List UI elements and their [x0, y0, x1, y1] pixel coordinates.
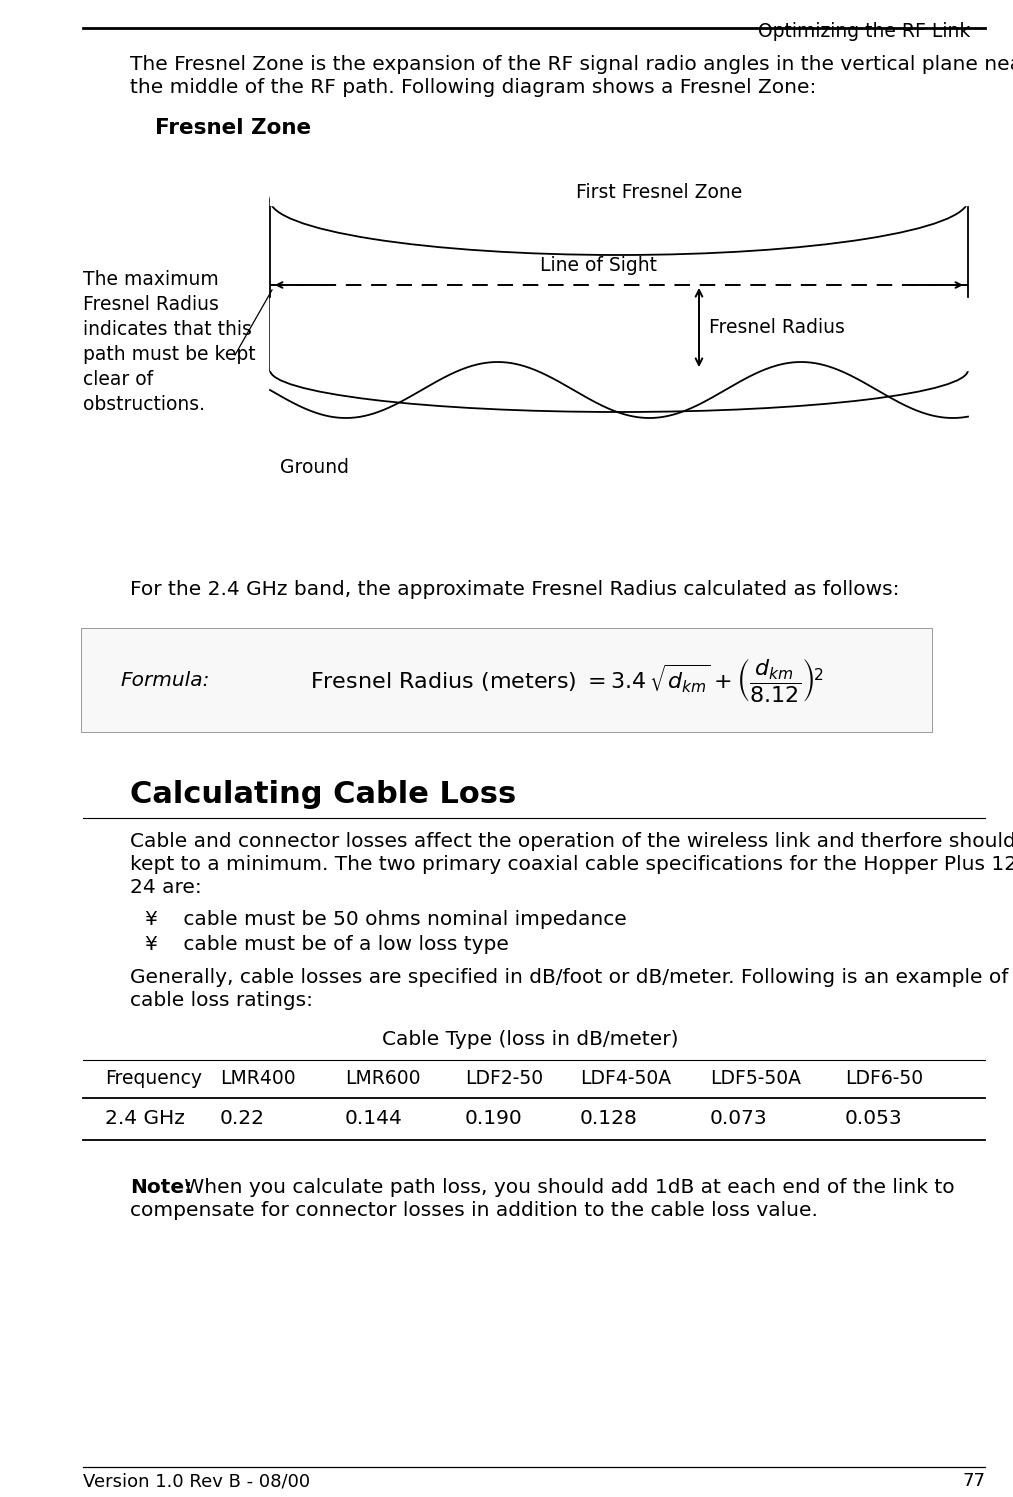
Text: the middle of the RF path. Following diagram shows a Fresnel Zone:: the middle of the RF path. Following dia…	[130, 78, 816, 97]
Text: 0.128: 0.128	[580, 1109, 638, 1129]
Text: 0.190: 0.190	[465, 1109, 523, 1129]
Text: Optimizing the RF Link: Optimizing the RF Link	[758, 22, 970, 40]
Text: The Fresnel Zone is the expansion of the RF signal radio angles in the vertical : The Fresnel Zone is the expansion of the…	[130, 55, 1013, 73]
Text: 0.144: 0.144	[345, 1109, 403, 1129]
Text: ¥    cable must be of a low loss type: ¥ cable must be of a low loss type	[145, 936, 509, 954]
Text: Formula:: Formula:	[120, 671, 210, 690]
Text: 0.22: 0.22	[220, 1109, 265, 1129]
Text: ¥    cable must be 50 ohms nominal impedance: ¥ cable must be 50 ohms nominal impedanc…	[145, 910, 627, 930]
Text: 24 are:: 24 are:	[130, 879, 202, 897]
Text: LDF2-50: LDF2-50	[465, 1069, 543, 1088]
Text: Ground: Ground	[280, 458, 349, 478]
Text: 77: 77	[962, 1472, 985, 1490]
Text: LMR600: LMR600	[345, 1069, 420, 1088]
Bar	[270, 298, 968, 370]
Text: cable loss ratings:: cable loss ratings:	[130, 991, 313, 1010]
Text: Line of Sight: Line of Sight	[541, 256, 657, 275]
Text: kept to a minimum. The two primary coaxial cable specifications for the Hopper P: kept to a minimum. The two primary coaxi…	[130, 855, 1013, 874]
Text: 0.053: 0.053	[845, 1109, 903, 1129]
Text: Note:: Note:	[130, 1178, 192, 1198]
Text: LDF6-50: LDF6-50	[845, 1069, 923, 1088]
Text: LDF5-50A: LDF5-50A	[710, 1069, 801, 1088]
Text: Version 1.0 Rev B - 08/00: Version 1.0 Rev B - 08/00	[83, 1472, 310, 1490]
Text: For the 2.4 GHz band, the approximate Fresnel Radius calculated as follows:: For the 2.4 GHz band, the approximate Fr…	[130, 579, 900, 599]
Text: The maximum
Fresnel Radius
indicates that this
path must be kept
clear of
obstru: The maximum Fresnel Radius indicates tha…	[83, 269, 255, 415]
Text: 0.073: 0.073	[710, 1109, 768, 1129]
Text: LDF4-50A: LDF4-50A	[580, 1069, 672, 1088]
Text: 2.4 GHz: 2.4 GHz	[105, 1109, 185, 1129]
Text: When you calculate path loss, you should add 1dB at each end of the link to: When you calculate path loss, you should…	[178, 1178, 954, 1198]
Text: Cable and connector losses affect the operation of the wireless link and therfor: Cable and connector losses affect the op…	[130, 832, 1013, 850]
Text: Frequency: Frequency	[105, 1069, 202, 1088]
Text: Fresnel Zone: Fresnel Zone	[155, 118, 311, 138]
FancyBboxPatch shape	[81, 629, 932, 732]
Text: Generally, cable losses are specified in dB/foot or dB/meter. Following is an ex: Generally, cable losses are specified in…	[130, 969, 1008, 987]
Bar	[270, 135, 968, 205]
Text: Fresnel Radius: Fresnel Radius	[709, 317, 845, 337]
Text: compensate for connector losses in addition to the cable loss value.: compensate for connector losses in addit…	[130, 1201, 817, 1220]
Text: First Fresnel Zone: First Fresnel Zone	[575, 183, 743, 202]
Text: LMR400: LMR400	[220, 1069, 296, 1088]
Text: Fresnel Radius (meters) $=3.4\,\sqrt{d_{km}} + \left(\dfrac{d_{km}}{8.12}\right): Fresnel Radius (meters) $=3.4\,\sqrt{d_{…	[310, 656, 824, 704]
Text: Calculating Cable Loss: Calculating Cable Loss	[130, 780, 517, 808]
Text: Cable Type (loss in dB/meter): Cable Type (loss in dB/meter)	[382, 1030, 679, 1049]
